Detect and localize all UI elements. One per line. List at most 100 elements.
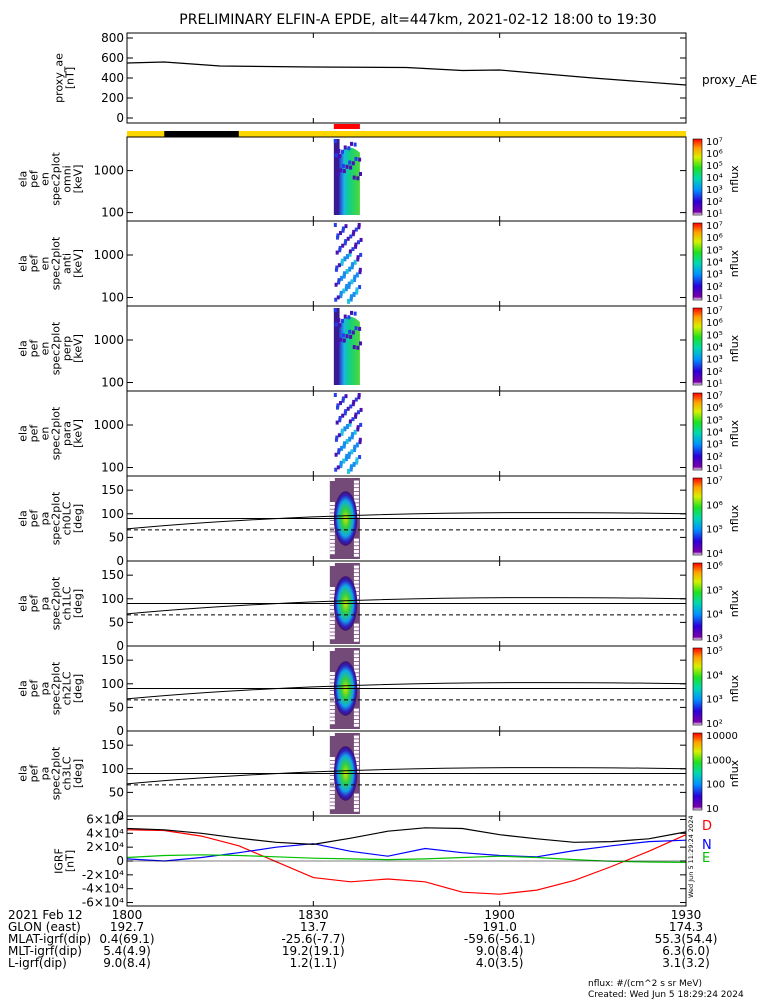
panel-omni: elapefenspec2plotomni[keV]100100010¹10²1… [17, 136, 741, 222]
spec-speck [334, 467, 338, 472]
spec-speck [341, 164, 345, 169]
spec-speck [347, 315, 351, 320]
spec-edge [333, 139, 340, 215]
orbit-cell: 1800 [112, 908, 143, 922]
spec-speck [344, 239, 348, 244]
ytick-label: 1000 [93, 418, 124, 432]
spec-speck [358, 285, 362, 290]
spec-speck [348, 160, 352, 165]
spec-speck [357, 225, 361, 230]
spec-speck [340, 275, 344, 281]
colorbar [692, 307, 703, 386]
spec-speck [351, 330, 355, 335]
ytick-label: 100 [101, 507, 124, 521]
spec-speck [351, 232, 355, 237]
panel-frame [126, 390, 687, 477]
ytick-label: 0 [116, 854, 124, 868]
ytick-label: 800 [101, 31, 124, 45]
panel-frame [126, 32, 687, 124]
pa-gap [329, 733, 335, 736]
spec-speck [352, 229, 356, 234]
colorbar-tick-label: 10⁴ [706, 428, 723, 439]
pa-gap [329, 605, 335, 609]
pa-gap [353, 584, 359, 588]
colorbar-tick-label: 10⁶ [706, 318, 723, 329]
pa-gap [353, 580, 359, 584]
pa-gap [353, 588, 359, 592]
ylabel-ch0: [deg] [72, 504, 85, 533]
ylabel-anti: anti [61, 253, 74, 274]
state-bar-shadow [164, 131, 239, 137]
spec-speck [345, 438, 349, 444]
pa-gap [329, 505, 335, 509]
ylabel-para: para [61, 421, 74, 446]
spec-speck [350, 279, 354, 285]
loss-cone-line [126, 512, 687, 530]
spec-speck [336, 172, 340, 177]
colorbar-tick-label: 10² [706, 452, 723, 463]
pa-gap [353, 661, 359, 665]
spec-speck [344, 394, 348, 399]
colorbar-label: nflux [728, 674, 741, 702]
spec-speck [343, 411, 347, 416]
pa-gap [329, 590, 335, 594]
pa-gap [353, 623, 359, 627]
ytick-label: 100 [101, 461, 124, 475]
ytick-label: 100 [101, 291, 124, 305]
orbit-cell: 174.3 [669, 920, 703, 934]
spec-speck [342, 338, 346, 343]
spec-speck [343, 256, 347, 262]
spec-speck [341, 228, 345, 233]
spec-speck [358, 267, 362, 272]
colorbar-tick-label: 10⁴ [706, 343, 723, 354]
spec-speck [336, 465, 340, 470]
spec-speck [359, 237, 363, 242]
ytick-label: 1000 [93, 248, 124, 262]
colorbar-tick-label: 10⁵ [706, 245, 723, 256]
colorbar-tick-label: 1000 [706, 755, 731, 766]
orbit-cell: -25.6(-7.7) [281, 932, 345, 946]
created-timestamp: Created: Wed Jun 5 18:29:24 2024 [588, 990, 744, 1000]
ylabel-perp: [keV] [72, 334, 85, 363]
pa-gap [329, 532, 335, 536]
ylabel-para: ela [17, 425, 30, 442]
ytick-label: 100 [101, 677, 124, 691]
spec-speck [345, 424, 349, 430]
spec-speck [344, 409, 348, 414]
pa-gap [353, 553, 359, 557]
spec-speck [333, 139, 337, 143]
ytick-label: 1000 [93, 333, 124, 347]
orbit-cell: 1.2(1.1) [290, 956, 338, 970]
spec-speck [343, 314, 347, 319]
colorbar-tick-label: 10³ [706, 355, 723, 366]
ylabel-ch0: ela [17, 510, 30, 527]
spec-speck [354, 412, 358, 417]
ylabel-anti: pef [28, 254, 41, 273]
pa-gap [353, 746, 359, 750]
spec-speck [337, 149, 341, 154]
series-line-total [126, 61, 687, 86]
orbit-cell: 1930 [671, 908, 702, 922]
orbit-cell: 4.0(3.5) [476, 956, 524, 970]
ylabel-proxy_ae: proxy_ae [53, 53, 66, 103]
spec-speck [355, 457, 359, 463]
ylabel-ch2: pa [39, 682, 52, 696]
pa-gap [329, 794, 335, 798]
spec-speck [359, 252, 363, 257]
pa-gap [329, 547, 335, 551]
spec-speck [343, 241, 347, 246]
pa-gap [329, 648, 335, 651]
ylabel-para: spec2plot [50, 406, 63, 460]
ylabel-ch0: pef [28, 509, 41, 528]
ylabel-para: en [39, 427, 52, 441]
colorbar-label: nflux [728, 589, 741, 617]
spec-speck [345, 453, 349, 459]
colorbar-tick-label: 10² [706, 367, 723, 378]
pa-gap [329, 536, 335, 540]
colorbar-tick-label: 10⁵ [706, 161, 723, 172]
spec-speck [336, 235, 340, 240]
pa-gap [329, 524, 335, 528]
colorbar-label: nflux [728, 249, 741, 277]
spec-speck [359, 407, 363, 412]
colorbar-tick-label: 10¹ [706, 209, 723, 220]
